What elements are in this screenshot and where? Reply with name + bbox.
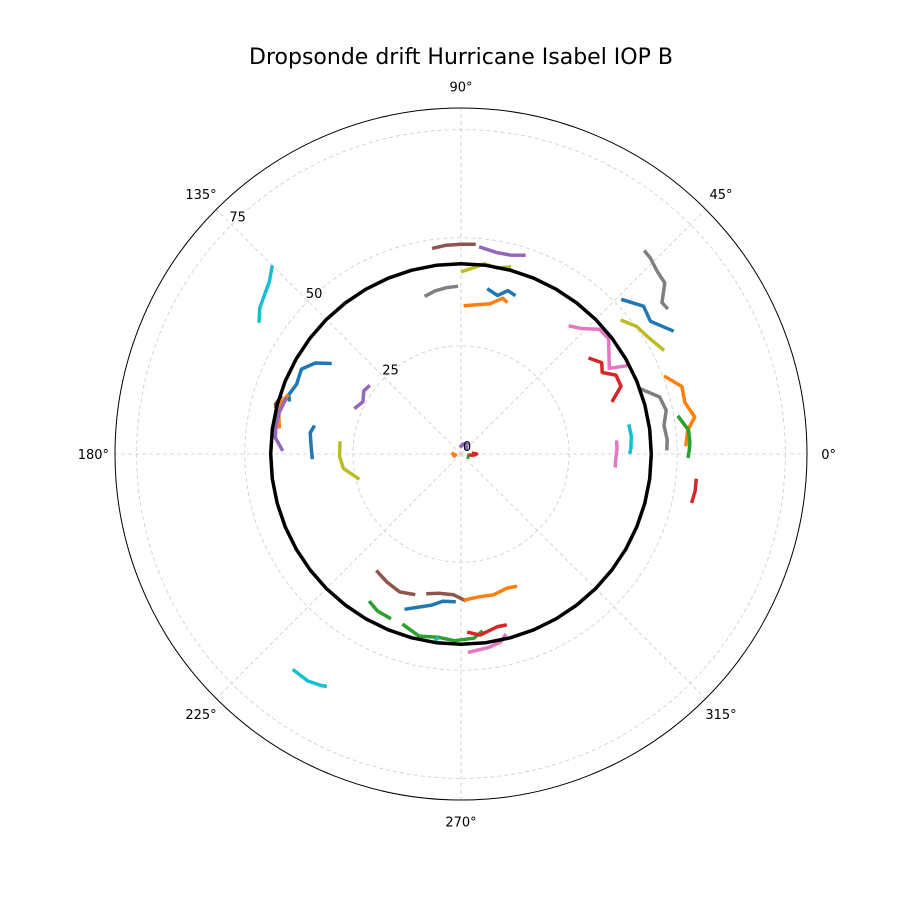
angular-gridline-315	[460, 453, 706, 699]
series-10	[568, 324, 628, 371]
angle-tick-label: 180°	[78, 448, 109, 463]
series-36	[450, 451, 458, 459]
series-19	[287, 361, 332, 402]
series-17	[689, 478, 699, 504]
angle-tick-label: 225°	[185, 708, 216, 723]
series-38	[458, 442, 469, 451]
grid	[114, 107, 808, 801]
radial-tick-label: 0	[463, 440, 471, 455]
angular-gridline-225	[216, 453, 462, 699]
series-layer	[257, 242, 699, 688]
radial-gridline-50	[244, 237, 678, 671]
series-5	[486, 287, 517, 298]
series-4	[423, 284, 459, 298]
series-25	[337, 441, 361, 481]
angle-tick-label: 0°	[821, 448, 836, 463]
series-29	[463, 584, 518, 602]
series-35	[291, 668, 328, 688]
series-11	[587, 356, 623, 403]
angle-tick-label: 90°	[449, 80, 472, 95]
series-32	[466, 623, 508, 637]
series-9	[620, 318, 666, 352]
series-37	[467, 451, 479, 457]
series-15	[627, 424, 634, 455]
series-2	[478, 245, 526, 258]
series-27	[404, 599, 456, 612]
tick-labels: 0° 45° 90° 135° 180° 225° 270° 315° 0 25 50 75	[78, 80, 836, 830]
angular-gridline-135	[216, 209, 462, 455]
series-24	[308, 424, 317, 460]
eye-ring-layer	[268, 261, 654, 647]
series-8	[620, 297, 675, 333]
polar-frame	[114, 107, 808, 801]
series-16	[613, 440, 619, 468]
series-30	[367, 599, 392, 621]
series-23	[273, 396, 289, 452]
angle-tick-label: 270°	[445, 816, 476, 831]
angular-gridline-45	[460, 209, 706, 455]
series-12	[639, 387, 669, 451]
series-28	[426, 591, 467, 603]
chart-title: Dropsonde drift Hurricane Isabel IOP B	[249, 45, 673, 70]
eye-ring	[268, 261, 654, 647]
series-14	[676, 414, 692, 459]
radial-tick-label: 75	[229, 211, 246, 226]
series-1	[431, 242, 476, 251]
angle-tick-label: 45°	[709, 188, 732, 203]
series-34	[433, 636, 440, 643]
radial-tick-label: 50	[306, 287, 323, 302]
series-18	[257, 264, 275, 323]
angle-tick-label: 135°	[185, 188, 216, 203]
series-22	[353, 384, 371, 411]
series-31	[401, 622, 484, 643]
series-6	[463, 296, 509, 308]
angle-tick-label: 315°	[705, 708, 736, 723]
radial-tick-label: 25	[382, 364, 399, 379]
series-26	[375, 569, 416, 597]
series-7	[642, 249, 670, 311]
